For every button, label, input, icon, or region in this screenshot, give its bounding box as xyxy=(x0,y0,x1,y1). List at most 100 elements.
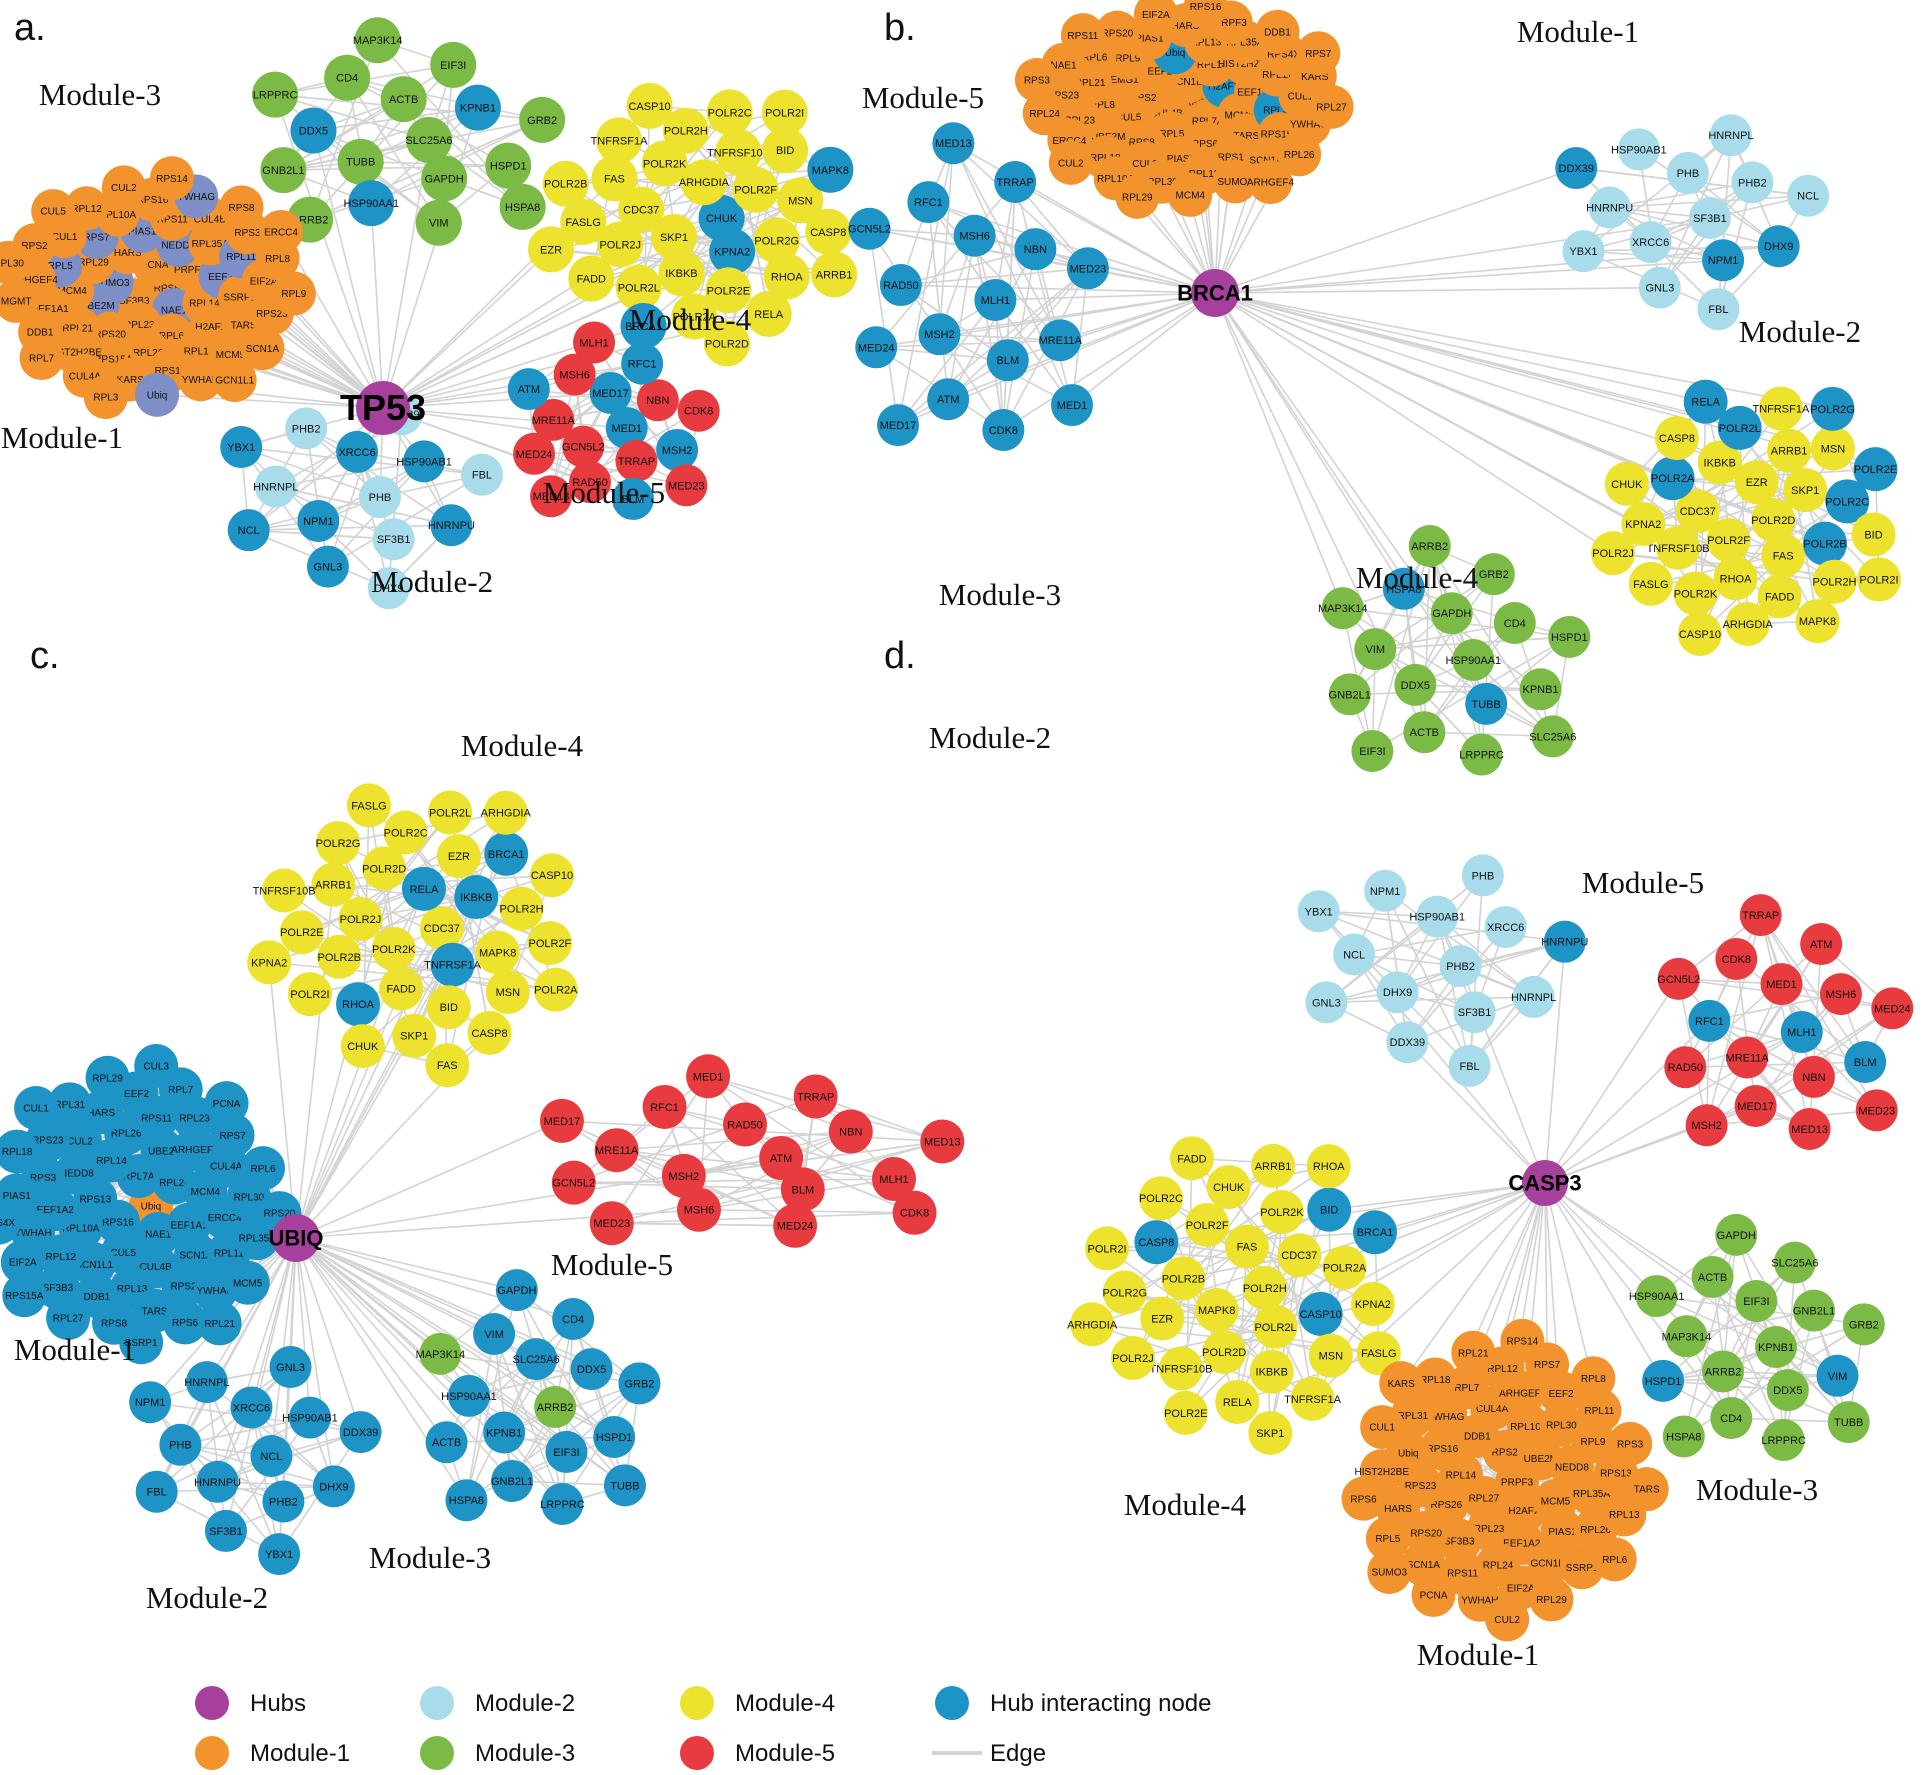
node-ARRB1 xyxy=(311,862,356,907)
node-MSH2 xyxy=(661,1153,706,1198)
node-TNFRSF1A xyxy=(430,942,475,987)
node-HSP90AB1 xyxy=(403,440,446,483)
edge xyxy=(382,107,479,409)
node-SKP1 xyxy=(392,1013,437,1058)
node-NPM1 xyxy=(129,1381,172,1424)
node-MAP3K14 xyxy=(1321,587,1364,630)
legend-swatch-hub-interacting-node xyxy=(935,1686,969,1720)
node-RPL3 xyxy=(83,375,128,420)
node-NBN xyxy=(636,379,679,422)
edge xyxy=(938,143,955,335)
node-SUMO3 xyxy=(1213,159,1258,204)
node-MED17 xyxy=(1734,1085,1777,1128)
node-MSN xyxy=(485,969,530,1014)
node-ATM xyxy=(1800,923,1843,966)
edge xyxy=(947,248,1037,400)
node-POLR2L xyxy=(428,790,473,835)
node-RPS15A xyxy=(2,1273,47,1318)
edge xyxy=(1662,1262,1796,1382)
node-YBX1 xyxy=(1297,890,1340,933)
node-GAPDH xyxy=(495,1269,538,1312)
edge xyxy=(1403,588,1570,638)
node-RHOA xyxy=(763,253,810,300)
node-RELA xyxy=(1683,379,1728,424)
node-IKBKB xyxy=(1697,440,1742,485)
edge xyxy=(370,203,384,409)
node-MED24 xyxy=(773,1203,818,1248)
node-MED1 xyxy=(1051,384,1094,427)
legend: Hubs Module-2 Module-4 Hub interacting node… xyxy=(195,1686,1211,1770)
edge xyxy=(493,1333,615,1438)
node-MED24 xyxy=(1871,987,1914,1030)
panel-b: RPS14CUL4BGCN1L1RPL7ARPS2H2AFXRPL5EEF2MC… xyxy=(848,0,1901,776)
node-MCM5 xyxy=(225,1260,270,1305)
module-label-module-1: Module-1 xyxy=(1,420,123,455)
edge xyxy=(248,407,384,531)
node-POLR2L xyxy=(1717,405,1762,450)
node-XRCC6 xyxy=(336,430,379,473)
node-DHX9 xyxy=(1757,225,1800,268)
node-GNB2L1 xyxy=(260,147,307,194)
node-TNFRSF10B xyxy=(1656,525,1701,570)
node-YBX1 xyxy=(258,1533,301,1576)
edge xyxy=(1318,910,1534,998)
node-RHOA xyxy=(1306,1144,1351,1189)
edge xyxy=(305,428,329,567)
node-GNB2L1 xyxy=(1792,1289,1835,1332)
node-HSPA8 xyxy=(499,183,546,230)
node-BID xyxy=(1851,512,1896,557)
node-CUL3 xyxy=(134,1044,179,1089)
node-MSH6 xyxy=(553,353,596,396)
legend-label-module-1: Module-1 xyxy=(250,1740,350,1767)
edge xyxy=(876,339,1061,349)
edge xyxy=(1711,1276,1733,1419)
node-POLR2G xyxy=(315,821,360,866)
node-POLR2C xyxy=(706,89,753,136)
node-FADD xyxy=(1169,1136,1214,1181)
node-RPS16 xyxy=(1420,1426,1465,1471)
node-CDK8 xyxy=(892,1190,937,1235)
node-DDX39 xyxy=(1386,1021,1429,1064)
node-FAS xyxy=(425,1043,470,1088)
edge xyxy=(947,267,1089,400)
node-POLR2H xyxy=(1812,559,1857,604)
node-POLR2L xyxy=(1253,1304,1298,1349)
edge xyxy=(698,1140,943,1211)
node-HNRNPL xyxy=(1709,114,1752,157)
edge xyxy=(1663,1374,1838,1382)
node-POLR2E xyxy=(1853,447,1898,492)
edge xyxy=(206,1381,280,1555)
edge xyxy=(156,1485,334,1493)
edge xyxy=(875,181,1016,348)
edge xyxy=(1214,259,1724,294)
node-NBN xyxy=(828,1109,873,1154)
node-KPNB1 xyxy=(454,84,501,131)
edge xyxy=(1329,1182,1546,1211)
node-GCN1L1 xyxy=(1527,1540,1572,1585)
node-FBL xyxy=(1697,288,1740,331)
edge xyxy=(1735,958,1866,1063)
node-MED23 xyxy=(1855,1089,1898,1132)
node-CHUK xyxy=(340,1024,385,1069)
edge xyxy=(274,94,384,409)
edge xyxy=(206,1382,227,1532)
node-TNFRSF1A xyxy=(1758,386,1803,431)
node-POLR2I xyxy=(761,89,808,136)
node-MSH2 xyxy=(656,428,699,471)
legend-label-module-3: Module-3 xyxy=(475,1740,575,1767)
node-SKP1 xyxy=(1783,468,1828,513)
node-BRCA1 xyxy=(1353,1210,1398,1255)
node-FADD xyxy=(1757,574,1802,619)
legend-swatch-hubs xyxy=(195,1686,229,1720)
node-RPS20 xyxy=(1095,10,1140,55)
edge xyxy=(1214,292,1876,470)
node-RPL27 xyxy=(46,1295,91,1340)
node-CDC37 xyxy=(1675,489,1720,534)
node-VIM xyxy=(1816,1354,1859,1397)
hub-node-BRCA1 xyxy=(1191,269,1239,317)
edge xyxy=(1214,292,1487,705)
legend-label-module-2: Module-2 xyxy=(475,1690,575,1717)
node-POLR2F xyxy=(1185,1202,1230,1247)
node-RPL18 xyxy=(1413,1357,1458,1402)
